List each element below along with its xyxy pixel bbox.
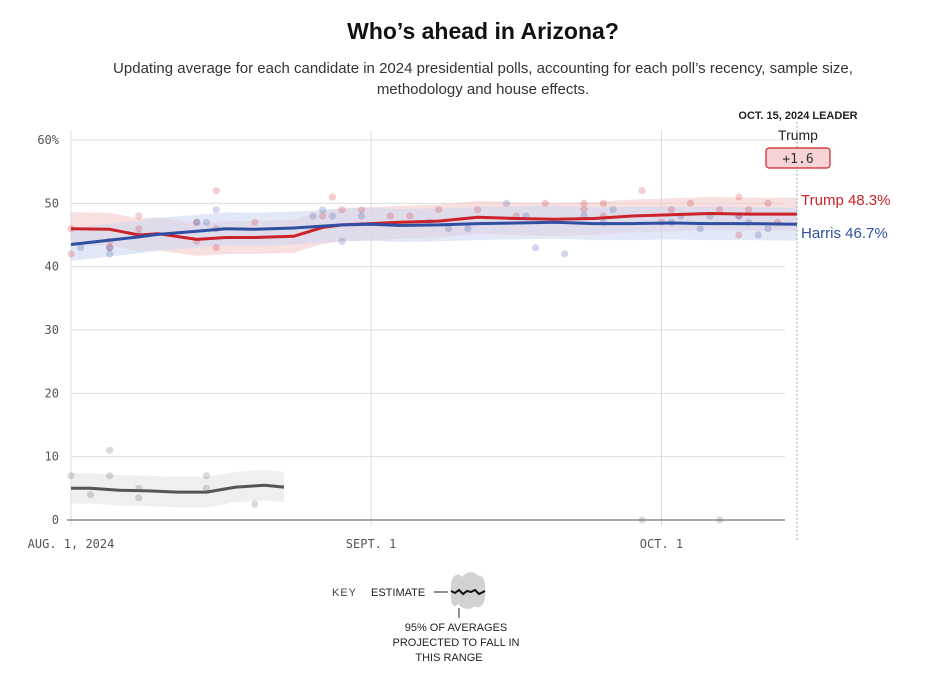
band-harris [71,205,797,261]
poll-point-trump [212,187,220,195]
poll-point-trump [338,206,346,214]
poll-point-trump [67,250,75,258]
poll-point-harris [609,206,617,214]
leader-margin-badge [765,147,831,169]
poll-point-harris [503,199,511,207]
average-line-trump [70,212,797,241]
poll-point-trump [386,212,394,220]
end-label-trump: Trump 48.3% [801,192,890,209]
poll-point-trump [735,231,743,239]
band-other [71,470,284,508]
key-range-line1: 95% OF AVERAGES [405,622,508,634]
average-line-harris [70,220,798,246]
chart-subtitle: Updating average for each candidate in 2… [113,60,853,98]
poll-point-harris [532,244,540,252]
average-line-other [71,483,285,494]
poll-point-other [86,491,94,499]
series-end-labels: Trump 48.3% Harris 46.7% [801,192,890,242]
y-tick-label: 40 [45,260,59,274]
poll-point-trump [638,187,646,195]
key-estimate-line [450,588,486,596]
y-tick-label: 50 [45,196,59,210]
poll-point-other [67,472,75,480]
poll-point-trump [764,199,772,207]
key-range-line2: PROJECTED TO FALL IN [393,637,520,649]
poll-point-trump [406,212,414,220]
y-tick-label: 10 [45,450,59,464]
x-tick-label: OCT. 1 [640,537,683,551]
poll-point-harris [754,231,762,239]
y-tick-label: 0 [52,513,59,527]
end-label-harris: Harris 46.7% [801,225,888,242]
poll-point-trump [193,218,201,226]
y-tick-label: 20 [45,386,59,400]
poll-point-trump [580,206,588,214]
key-estimate-label: ESTIMATE [371,587,425,599]
poll-point-other [106,446,114,454]
poll-point-harris [561,250,569,258]
poll-point-other [135,494,143,502]
poll-point-harris [106,250,114,258]
leader-callout: OCT. 15, 2024 LEADER Trump +1.6 [738,110,858,169]
poll-point-trump [251,218,259,226]
poll-point-trump [735,193,743,201]
poll-point-trump [580,199,588,207]
leader-margin: +1.6 [782,152,813,167]
poll-point-other [251,500,259,508]
poll-point-harris [193,218,201,226]
poll-point-trump [667,206,675,214]
poll-point-harris [77,244,85,252]
poll-point-harris [764,225,772,233]
poll-point-harris [309,212,317,220]
poll-point-harris [212,206,220,214]
poll-point-trump [686,199,695,207]
average-lines [70,212,798,494]
poll-point-harris [696,225,704,233]
poll-point-trump [212,244,220,252]
poll-point-other [202,472,211,480]
poll-point-trump [357,206,365,214]
poll-point-trump [474,206,482,214]
poll-point-trump [716,206,724,214]
y-tick-label: 60% [37,133,59,147]
poll-point-harris [464,225,472,233]
poll-point-harris [444,225,453,233]
chart-key: KEY ESTIMATE 95% OF AVERAGES PROJECTED T… [332,572,520,664]
x-tick-label: AUG. 1, 2024 [28,537,115,551]
leader-date-label: OCT. 15, 2024 LEADER [738,110,857,122]
leader-name: Trump [778,127,818,143]
poll-point-trump [435,206,443,214]
poll-point-other [106,472,114,480]
poll-point-harris [338,237,346,245]
poll-point-trump [541,199,549,207]
y-tick-label: 30 [45,323,59,337]
poll-point-trump [135,212,143,220]
poll-point-trump [135,225,143,233]
poll-point-trump [319,212,327,220]
chart-title: Who’s ahead in Arizona? [347,18,619,44]
poll-point-other [202,484,211,492]
poll-point-harris [357,212,365,220]
x-tick-label: SEPT. 1 [346,537,397,551]
grid-lines [70,130,785,526]
axes: 0 10 20 30 40 50 60% AUG. 1, 2024 SEPT. 1 OCT. 1 [28,122,798,551]
poll-point-harris [319,206,327,214]
key-label: KEY [332,587,357,599]
poll-point-trump [599,199,608,207]
poll-point-trump [67,225,75,233]
poll-point-trump [328,193,336,201]
poll-point-trump [106,244,114,252]
confidence-bands [71,197,797,508]
poll-point-trump [745,206,753,214]
poll-point-harris [202,218,211,226]
poll-point-harris [328,212,336,220]
key-range-line3: THIS RANGE [415,652,482,664]
poll-point-harris [106,244,114,252]
